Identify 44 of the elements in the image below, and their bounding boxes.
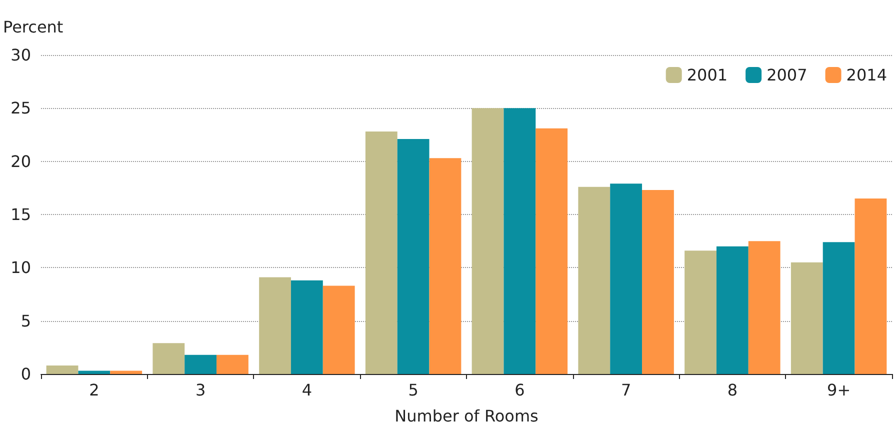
bar [397, 139, 430, 374]
bar [110, 370, 142, 374]
bar [684, 250, 716, 374]
bar [46, 365, 78, 374]
bar [578, 186, 610, 374]
y-tick-label: 10 [10, 258, 31, 278]
x-axis-title: Number of Rooms [394, 406, 538, 426]
x-tick-label: 6 [514, 380, 525, 400]
y-tick-label: 25 [10, 98, 31, 118]
bar [716, 246, 748, 374]
x-tick-label: 7 [620, 380, 632, 400]
bar [365, 132, 398, 374]
x-tick-label: 5 [408, 380, 418, 400]
x-tick-label: 2 [89, 380, 100, 400]
bar [504, 108, 536, 374]
bar [429, 158, 462, 374]
y-tick-label: 20 [10, 152, 31, 171]
bar [472, 108, 504, 374]
bar [152, 343, 185, 374]
bar [822, 242, 855, 374]
bar [610, 184, 642, 374]
bar [854, 198, 887, 374]
bar [748, 241, 780, 374]
bar [536, 128, 568, 374]
bar [642, 190, 674, 374]
y-axis-title: Percent [3, 18, 64, 36]
bar [78, 370, 110, 374]
bar [259, 277, 291, 374]
bar [184, 354, 217, 374]
legend-label: 2014 [846, 66, 887, 84]
bar [216, 354, 248, 374]
x-tick-label: 4 [302, 380, 312, 400]
y-tick-label: 30 [10, 46, 31, 64]
x-tick-label: 9+ [827, 380, 851, 400]
x-tick-label: 8 [727, 380, 738, 400]
bar [790, 262, 823, 374]
y-tick-label: 5 [20, 311, 31, 330]
x-tick-label: 3 [195, 380, 206, 400]
legend-label: 2001 [686, 66, 728, 84]
legend-label: 2007 [766, 66, 808, 84]
bar [290, 280, 323, 374]
y-tick-label: 0 [20, 364, 31, 384]
bar [322, 286, 355, 374]
y-tick-label: 15 [10, 205, 31, 224]
